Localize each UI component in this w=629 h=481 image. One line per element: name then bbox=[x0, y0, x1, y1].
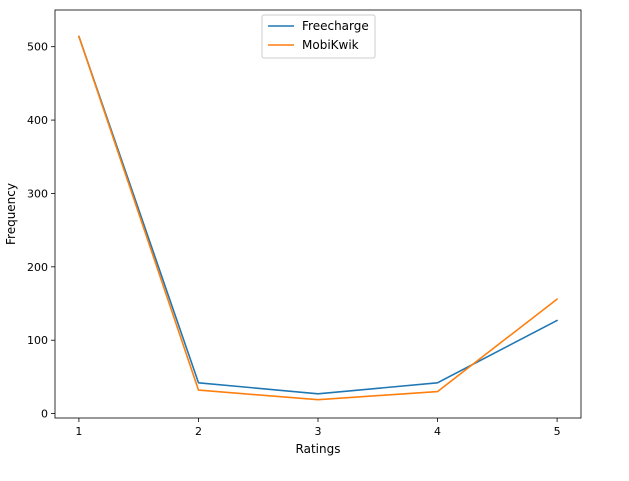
x-tick-label: 5 bbox=[554, 425, 561, 438]
x-tick-label: 1 bbox=[75, 425, 82, 438]
y-tick-label: 300 bbox=[27, 187, 48, 200]
x-axis-label: Ratings bbox=[296, 442, 341, 456]
y-tick-label: 400 bbox=[27, 114, 48, 127]
legend-label-mobikwik: MobiKwik bbox=[302, 38, 359, 52]
y-tick-label: 0 bbox=[41, 408, 48, 421]
y-axis-label: Frequency bbox=[4, 183, 18, 245]
series-line-mobikwik bbox=[78, 35, 558, 401]
y-tick-label: 500 bbox=[27, 41, 48, 54]
y-tick-label: 100 bbox=[27, 334, 48, 347]
plot-area-frame bbox=[54, 9, 582, 419]
legend: Freecharge MobiKwik bbox=[261, 14, 376, 59]
series-line-freecharge bbox=[78, 35, 558, 395]
x-tick-label: 2 bbox=[195, 425, 202, 438]
x-tick-label: 4 bbox=[434, 425, 441, 438]
x-tick-label: 3 bbox=[315, 425, 322, 438]
legend-label-freecharge: Freecharge bbox=[302, 19, 369, 33]
y-tick-label: 200 bbox=[27, 261, 48, 274]
